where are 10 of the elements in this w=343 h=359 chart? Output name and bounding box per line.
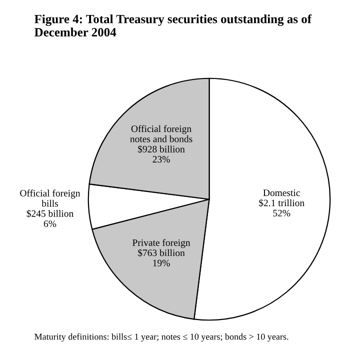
slice-label: Domestic bbox=[263, 190, 300, 196]
slice-label: Private foreign bbox=[132, 239, 190, 248]
slice-label: Official foreign bills bbox=[20, 190, 80, 207]
data-label: $928 billion 23% bbox=[138, 145, 185, 163]
text: Maturity definitions: bills≤ 1 year; notes ≤ 10 years; bonds > 10 years. bbox=[34, 333, 288, 342]
data-label: $763 billion 19% bbox=[138, 249, 185, 266]
slice-label: Official foreign notes and bonds bbox=[130, 125, 192, 142]
data-label: $245 billion 6% bbox=[26, 210, 74, 228]
data-label: $2.1 trillion 52% bbox=[259, 199, 304, 216]
chart-title: Figure 4: Total Treasury securities outstanding as of December 2004 bbox=[34, 14, 312, 36]
